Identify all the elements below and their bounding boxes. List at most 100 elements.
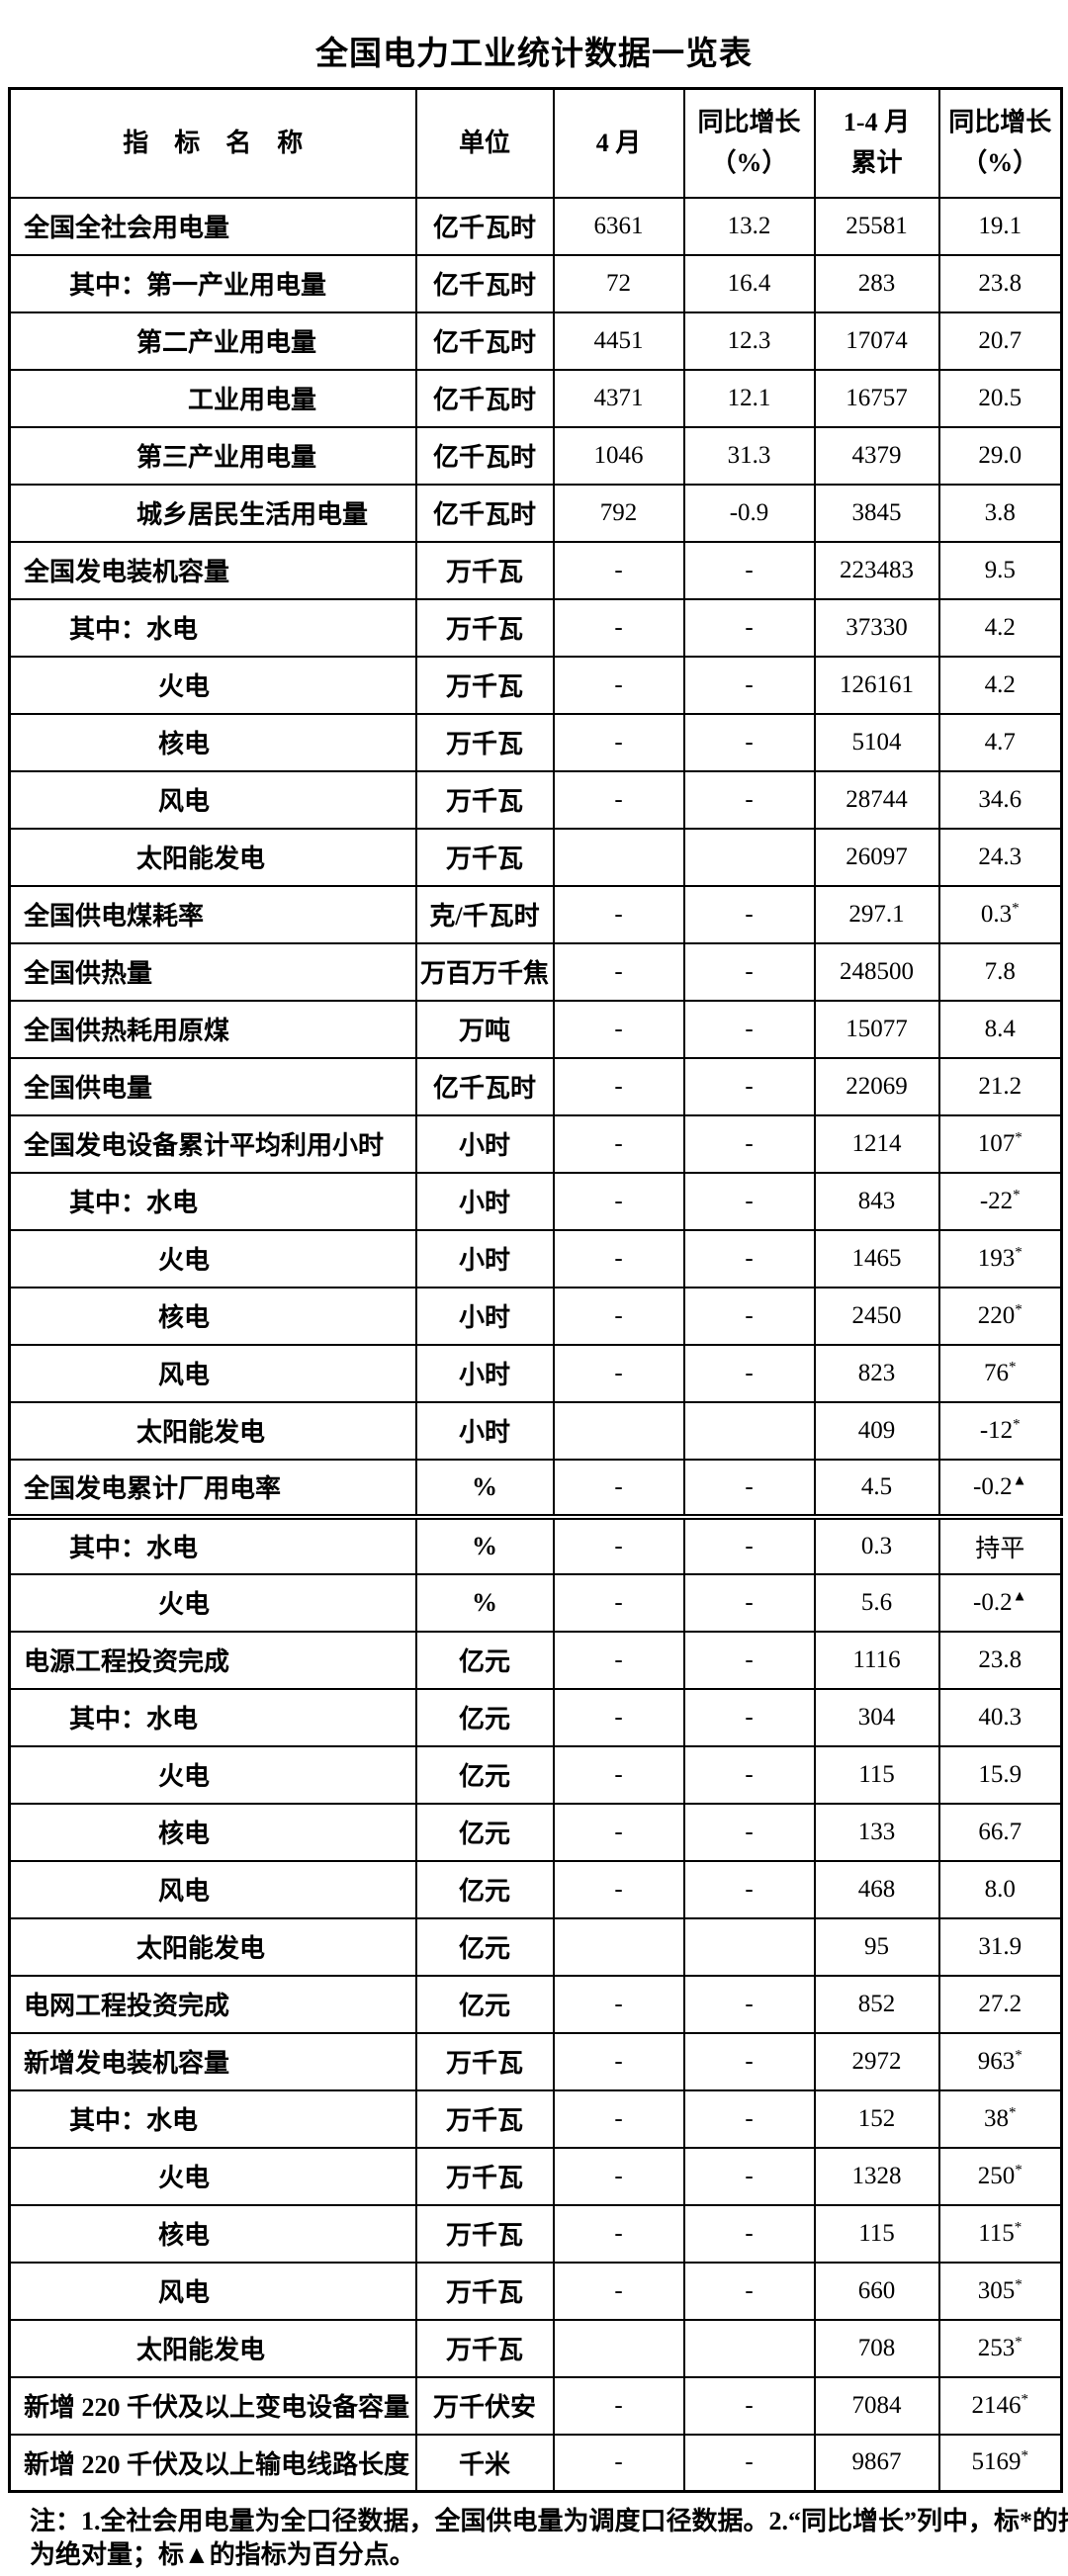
cumulative-value-cell: 95 <box>813 1916 940 1977</box>
indicator-name-cell: 风电 <box>8 1343 417 1403</box>
cumulative-value-cell: 5.6 <box>813 1572 940 1633</box>
table-row: 火电 亿元 - -115 15.9 <box>8 1744 1063 1805</box>
cumulative-yoy-cell: 40.3 <box>937 1687 1063 1747</box>
april-yoy-cell: - <box>682 655 816 715</box>
table-row: 其中：水电 亿元 - -304 40.3 <box>8 1687 1063 1747</box>
table-row: 其中：水电 万千瓦 - -152 38* <box>8 2088 1063 2149</box>
april-value-cell: - <box>552 1458 685 1520</box>
cumulative-value-cell: 37330 <box>813 597 940 658</box>
cumulative-yoy-cell: 31.9 <box>937 1916 1063 1977</box>
footnote-line-2: 为绝对量；标▲的指标为百分点。 <box>30 2540 415 2570</box>
april-yoy-cell: - <box>682 2031 816 2091</box>
april-value-cell: - <box>552 1572 685 1633</box>
table-row: 电网工程投资完成 亿元 - -852 27.2 <box>8 1974 1063 2034</box>
april-yoy-cell: 13.2 <box>682 196 816 256</box>
april-value-cell: 792 <box>552 483 685 543</box>
april-value-cell: - <box>552 1802 685 1862</box>
cumulative-value-cell: 25581 <box>813 196 940 256</box>
april-value-cell: - <box>552 1113 685 1174</box>
april-yoy-cell: - <box>682 1113 816 1174</box>
indicator-name-cell: 电源工程投资完成 <box>8 1630 417 1690</box>
table-header: 指 标 名 称 单位 4 月 同比增长 （%） 1-4 月 累计 同比增长 （%… <box>8 87 1063 199</box>
april-yoy-cell <box>682 1400 816 1461</box>
cumulative-yoy-cell: 0.3* <box>937 884 1063 944</box>
cumulative-value-cell: 248500 <box>813 941 940 1002</box>
table-row: 新增 220 千伏及以上输电线路长度 千米 - -9867 5169* <box>8 2433 1063 2493</box>
april-value-cell <box>552 2318 685 2378</box>
april-value-cell: - <box>552 1056 685 1116</box>
april-value-cell: - <box>552 1630 685 1690</box>
indicator-name-cell: 其中：水电 <box>8 597 417 658</box>
cumulative-value-cell: 283 <box>813 253 940 313</box>
cumulative-value-cell: 28744 <box>813 769 940 830</box>
table-row: 全国发电装机容量 万千瓦 - -223483 9.5 <box>8 540 1063 600</box>
april-value-cell: - <box>552 2375 685 2436</box>
april-value-cell: - <box>552 1859 685 1919</box>
unit-cell: 亿千瓦时 <box>414 368 555 428</box>
table-row: 风电 万千瓦 - -28744 34.6 <box>8 769 1063 830</box>
table-row: 全国供热量 万百万千焦 - -248500 7.8 <box>8 941 1063 1002</box>
unit-cell: 万千瓦 <box>414 540 555 600</box>
april-yoy-cell: -0.9 <box>682 483 816 543</box>
header-cumulative-yoy: 同比增长 （%） <box>937 87 1063 199</box>
indicator-name-cell: 核电 <box>8 1802 417 1862</box>
indicator-name-cell: 火电 <box>8 655 417 715</box>
unit-cell: % <box>414 1572 555 1633</box>
unit-cell: 小时 <box>414 1228 555 1288</box>
april-value-cell: - <box>552 2203 685 2264</box>
april-value-cell: - <box>552 999 685 1059</box>
cumulative-yoy-cell: 24.3 <box>937 827 1063 887</box>
unit-cell: 亿元 <box>414 1687 555 1747</box>
table-row: 风电 亿元 - -468 8.0 <box>8 1859 1063 1919</box>
april-value-cell: - <box>552 2261 685 2321</box>
cumulative-yoy-cell: 2146* <box>937 2375 1063 2436</box>
indicator-name-cell: 全国全社会用电量 <box>8 196 417 256</box>
april-value-cell: - <box>552 769 685 830</box>
april-yoy-cell: - <box>682 1171 816 1231</box>
april-yoy-cell: - <box>682 2375 816 2436</box>
header-april: 4 月 <box>552 87 685 199</box>
cumulative-yoy-cell: 7.8 <box>937 941 1063 1002</box>
table-row: 新增 220 千伏及以上变电设备容量 万千伏安 - -7084 2146* <box>8 2375 1063 2436</box>
april-value-cell: - <box>552 1687 685 1747</box>
cumulative-yoy-cell: 66.7 <box>937 1802 1063 1862</box>
header-cumulative: 1-4 月 累计 <box>813 87 940 199</box>
cumulative-yoy-cell: 3.8 <box>937 483 1063 543</box>
indicator-name-cell: 其中：水电 <box>8 1687 417 1747</box>
cumulative-value-cell: 17074 <box>813 311 940 371</box>
indicator-name-cell: 新增发电装机容量 <box>8 2031 417 2091</box>
cumulative-value-cell: 126161 <box>813 655 940 715</box>
indicator-name-cell: 新增 220 千伏及以上输电线路长度 <box>8 2433 417 2493</box>
table-row: 火电 万千瓦 - -1328 250* <box>8 2146 1063 2206</box>
unit-cell: 万千瓦 <box>414 2088 555 2149</box>
cumulative-yoy-cell: 5169* <box>937 2433 1063 2493</box>
cumulative-yoy-cell: 253* <box>937 2318 1063 2378</box>
cumulative-value-cell: 1465 <box>813 1228 940 1288</box>
footnotes: 注：1.全社会用电量为全口径数据，全国供电量为调度口径数据。2.“同比增长”列中… <box>30 2505 1068 2573</box>
unit-cell: 小时 <box>414 1343 555 1403</box>
statistics-table: 指 标 名 称 单位 4 月 同比增长 （%） 1-4 月 累计 同比增长 （%… <box>8 87 1063 2493</box>
april-value-cell: - <box>552 597 685 658</box>
indicator-name-cell: 火电 <box>8 2146 417 2206</box>
cumulative-yoy-cell: 8.4 <box>937 999 1063 1059</box>
april-yoy-cell: - <box>682 1458 816 1520</box>
unit-cell: 亿千瓦时 <box>414 1056 555 1116</box>
cumulative-yoy-cell: 20.7 <box>937 311 1063 371</box>
table-row: 城乡居民生活用电量 亿千瓦时 792 -0.9 3845 3.8 <box>8 483 1063 543</box>
unit-cell: 小时 <box>414 1171 555 1231</box>
indicator-name-cell: 火电 <box>8 1744 417 1805</box>
unit-cell: 万千瓦 <box>414 2031 555 2091</box>
indicator-name-cell: 火电 <box>8 1572 417 1633</box>
april-yoy-cell: - <box>682 1744 816 1805</box>
indicator-name-cell: 其中：第一产业用电量 <box>8 253 417 313</box>
april-yoy-cell <box>682 827 816 887</box>
unit-cell: 亿千瓦时 <box>414 253 555 313</box>
april-value-cell: 72 <box>552 253 685 313</box>
cumulative-value-cell: 152 <box>813 2088 940 2149</box>
april-yoy-cell: - <box>682 884 816 944</box>
header-unit: 单位 <box>414 87 555 199</box>
cumulative-yoy-cell: 19.1 <box>937 196 1063 256</box>
unit-cell: 万千伏安 <box>414 2375 555 2436</box>
indicator-name-cell: 太阳能发电 <box>8 827 417 887</box>
unit-cell: 万千瓦 <box>414 597 555 658</box>
